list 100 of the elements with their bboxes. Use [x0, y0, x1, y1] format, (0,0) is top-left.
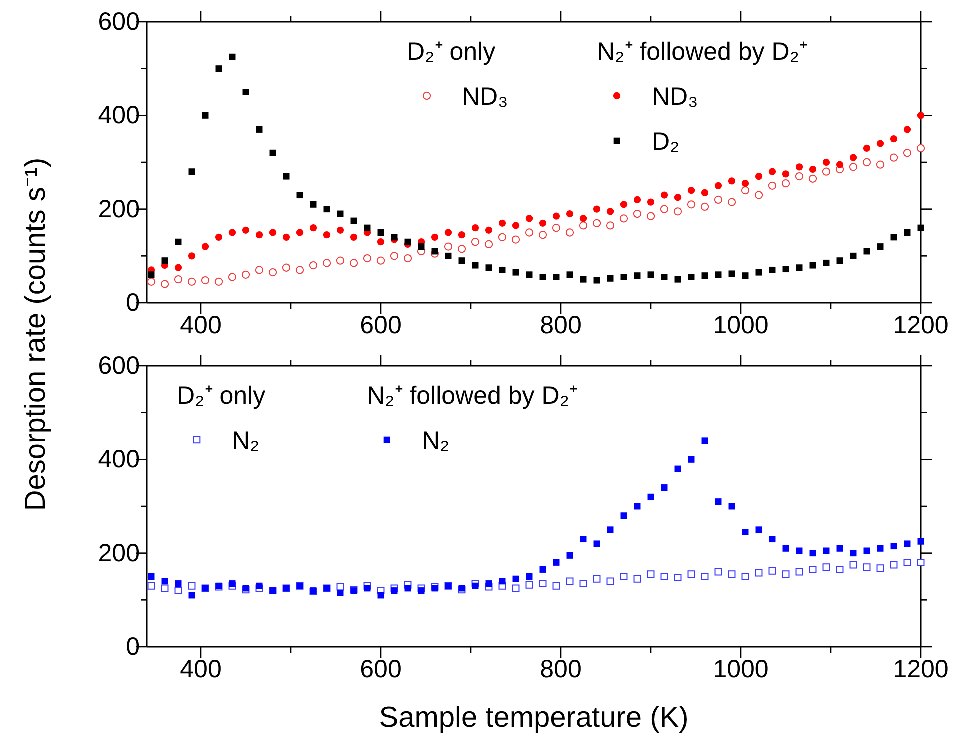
point: [512, 584, 520, 592]
point: [594, 277, 600, 284]
point: [270, 150, 276, 156]
point: [741, 186, 750, 195]
point: [890, 561, 898, 569]
x-tick-label: 1000: [713, 656, 769, 684]
point: [620, 274, 628, 280]
point: [485, 226, 493, 234]
y-tick-label: 600: [98, 8, 140, 36]
point: [607, 275, 614, 282]
point: [296, 229, 304, 236]
point: [822, 158, 830, 166]
point: [850, 154, 858, 162]
point: [566, 552, 574, 559]
point: [796, 264, 803, 272]
point: [350, 234, 358, 241]
point: [566, 228, 574, 237]
point: [580, 215, 588, 222]
point: [742, 272, 749, 280]
point: [647, 570, 655, 578]
point: [593, 206, 601, 213]
point: [526, 581, 534, 589]
y-tick-label: 400: [98, 446, 140, 474]
point: [228, 273, 237, 282]
point: [688, 570, 696, 578]
point: [862, 158, 872, 167]
point: [809, 166, 817, 174]
point: [606, 222, 615, 230]
point: [688, 187, 696, 194]
point: [512, 222, 520, 230]
point: [214, 278, 224, 286]
point: [188, 278, 196, 286]
point: [269, 229, 277, 236]
y-tick-label: 600: [98, 352, 140, 380]
point: [742, 529, 749, 536]
point: [472, 262, 479, 269]
legend-label: ND₃: [462, 83, 508, 111]
point: [863, 144, 871, 152]
point: [877, 244, 884, 250]
point: [404, 238, 412, 246]
point: [728, 198, 736, 206]
point: [620, 512, 628, 520]
point: [499, 578, 506, 585]
point: [378, 230, 384, 236]
point: [484, 240, 494, 249]
point: [674, 194, 682, 202]
point: [188, 592, 196, 599]
point: [702, 438, 708, 444]
point: [188, 252, 196, 260]
point: [876, 140, 884, 148]
point: [458, 245, 466, 254]
point: [525, 228, 534, 237]
point: [486, 264, 492, 272]
point: [890, 154, 898, 162]
point: [309, 261, 318, 270]
point: [782, 570, 790, 578]
point: [391, 234, 398, 241]
point: [580, 536, 587, 543]
point: [836, 161, 844, 168]
point: [606, 208, 614, 216]
point: [890, 234, 898, 241]
x-tick-label: 600: [360, 656, 402, 684]
point: [620, 573, 628, 580]
point: [147, 278, 156, 286]
point: [539, 220, 547, 227]
point: [161, 584, 169, 592]
point: [836, 545, 844, 552]
point: [553, 274, 560, 280]
x-axis-title: Sample temperature (K): [379, 702, 689, 734]
point: [647, 198, 655, 206]
point: [431, 234, 439, 241]
point: [256, 582, 263, 590]
point: [606, 578, 614, 586]
x-tick-label: 1000: [713, 312, 769, 340]
point: [904, 126, 912, 134]
point: [471, 238, 480, 246]
point: [296, 192, 304, 199]
point: [822, 564, 830, 572]
point: [378, 592, 384, 599]
x-tick-label: 800: [540, 656, 582, 684]
point: [660, 573, 668, 580]
point: [796, 164, 804, 171]
point: [688, 274, 695, 280]
point: [742, 573, 750, 580]
legend-label: D₂: [652, 128, 680, 156]
point: [660, 192, 668, 199]
point: [445, 252, 452, 260]
x-tick-label: 800: [540, 312, 582, 340]
point: [175, 580, 182, 588]
point: [552, 212, 560, 220]
point: [620, 214, 628, 223]
point: [566, 272, 574, 278]
point: [350, 259, 358, 268]
point: [592, 219, 602, 228]
point: [216, 66, 222, 72]
point: [917, 112, 925, 120]
point: [242, 270, 250, 279]
point: [337, 210, 344, 218]
x-tick-label: 1200: [893, 312, 949, 340]
point: [580, 276, 587, 283]
